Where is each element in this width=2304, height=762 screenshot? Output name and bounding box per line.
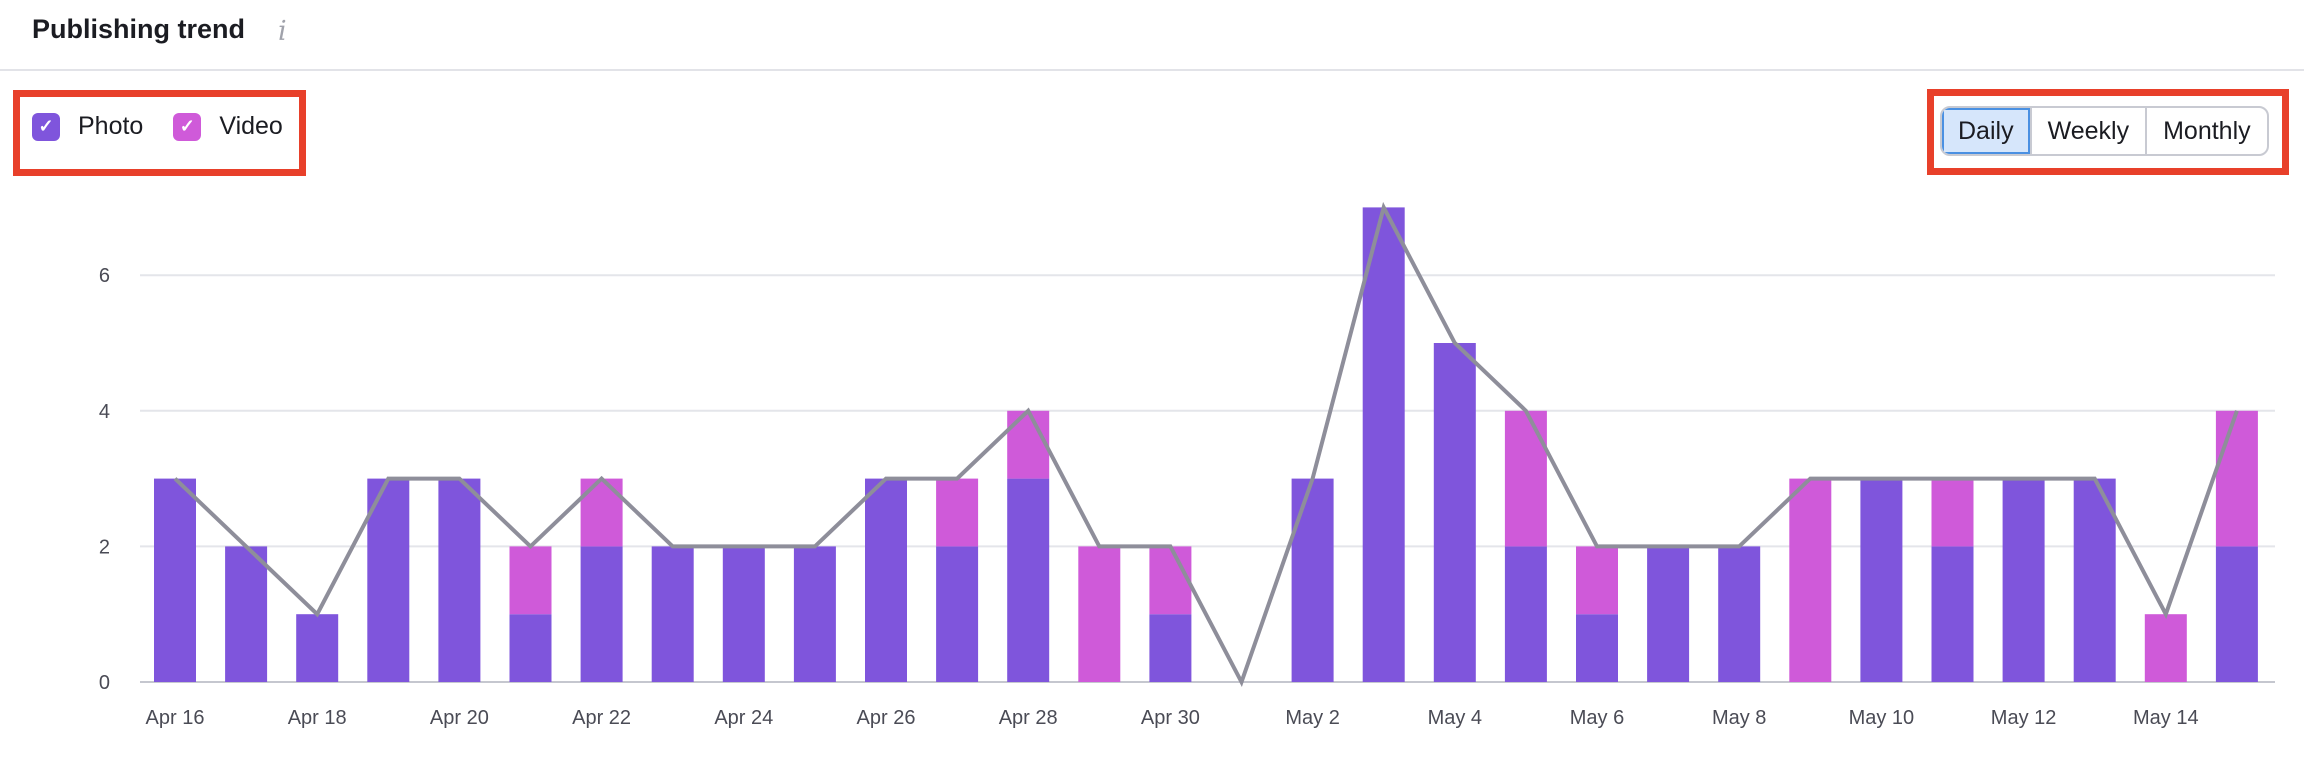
bar-video: [2144, 614, 2187, 682]
y-tick-label: 0: [99, 672, 110, 694]
x-tick-label: May 10: [1849, 707, 1915, 729]
y-tick-label: 6: [99, 265, 110, 287]
bar-video: [1149, 546, 1192, 615]
bar-video: [1078, 546, 1121, 682]
x-tick-label: Apr 20: [430, 707, 489, 729]
bar-photo: [2073, 478, 2116, 682]
info-icon[interactable]: i: [278, 16, 287, 47]
bar-video: [936, 478, 979, 547]
x-tick-label: May 2: [1285, 707, 1339, 729]
bar-photo: [1291, 478, 1334, 682]
x-tick-label: Apr 30: [1141, 707, 1200, 729]
x-tick-label: May 6: [1570, 707, 1624, 729]
bar-photo: [651, 546, 694, 682]
bar-photo: [225, 546, 268, 682]
bar-photo: [1718, 546, 1761, 682]
bar-photo: [1007, 478, 1050, 682]
legend-label: Photo: [78, 112, 144, 140]
bar-video: [1931, 478, 1974, 547]
bar-photo: [1362, 207, 1405, 682]
x-tick-label: Apr 16: [146, 707, 205, 729]
checkbox-checked-icon: ✓: [173, 112, 202, 141]
bar-photo: [1931, 546, 1974, 682]
weekly-button[interactable]: Weekly: [2029, 108, 2146, 154]
y-tick-label: 2: [99, 536, 110, 558]
legend-photo-checkbox[interactable]: ✓ Photo: [32, 112, 143, 141]
bar-photo: [1860, 478, 1903, 682]
bar-photo: [1576, 614, 1618, 682]
x-tick-label: Apr 18: [288, 707, 347, 729]
bar-photo: [865, 478, 907, 682]
bar-video: [1504, 410, 1547, 547]
bar-photo: [367, 478, 410, 682]
x-tick-label: Apr 24: [714, 707, 773, 729]
header-divider: [0, 69, 2304, 71]
highlight-legend: [13, 90, 306, 176]
legend-video-checkbox[interactable]: ✓ Video: [173, 112, 283, 141]
monthly-button[interactable]: Monthly: [2145, 108, 2267, 154]
period-toggle: Daily Weekly Monthly: [1940, 106, 2269, 156]
bar-photo: [1433, 343, 1476, 682]
bar-video: [509, 546, 552, 615]
bar-photo: [793, 546, 836, 682]
x-tick-label: May 8: [1712, 707, 1766, 729]
x-tick-label: May 14: [2133, 707, 2199, 729]
bar-video: [1576, 546, 1618, 615]
bar-photo: [1149, 614, 1192, 682]
bar-video: [1789, 478, 1832, 682]
bar-photo: [2002, 478, 2045, 682]
bar-photo: [509, 614, 552, 682]
highlight-period-toggle: [1927, 89, 2289, 175]
bar-photo: [438, 478, 481, 682]
x-tick-label: May 12: [1991, 707, 2057, 729]
bar-photo: [2215, 546, 2258, 682]
total-line: [173, 201, 2239, 688]
x-tick-label: May 4: [1428, 707, 1482, 729]
legend: ✓ Photo ✓ Video: [32, 112, 283, 141]
x-tick-label: Apr 22: [572, 707, 631, 729]
bar-photo: [936, 546, 979, 682]
checkbox-checked-icon: ✓: [32, 112, 60, 141]
daily-button[interactable]: Daily: [1942, 108, 2030, 154]
bar-video: [2215, 410, 2258, 547]
bar-photo: [296, 614, 339, 682]
page-title: Publishing trend: [32, 14, 245, 44]
bar-photo: [1647, 546, 1690, 682]
bar-video: [580, 478, 623, 547]
legend-label: Video: [219, 112, 283, 140]
bar-photo: [1504, 546, 1547, 682]
x-tick-label: Apr 28: [999, 707, 1058, 729]
bar-video: [1007, 410, 1050, 479]
bar-photo: [580, 546, 623, 682]
y-tick-label: 4: [99, 401, 110, 423]
bar-photo: [722, 546, 765, 682]
x-tick-label: Apr 26: [857, 707, 916, 729]
bar-photo: [154, 478, 196, 682]
